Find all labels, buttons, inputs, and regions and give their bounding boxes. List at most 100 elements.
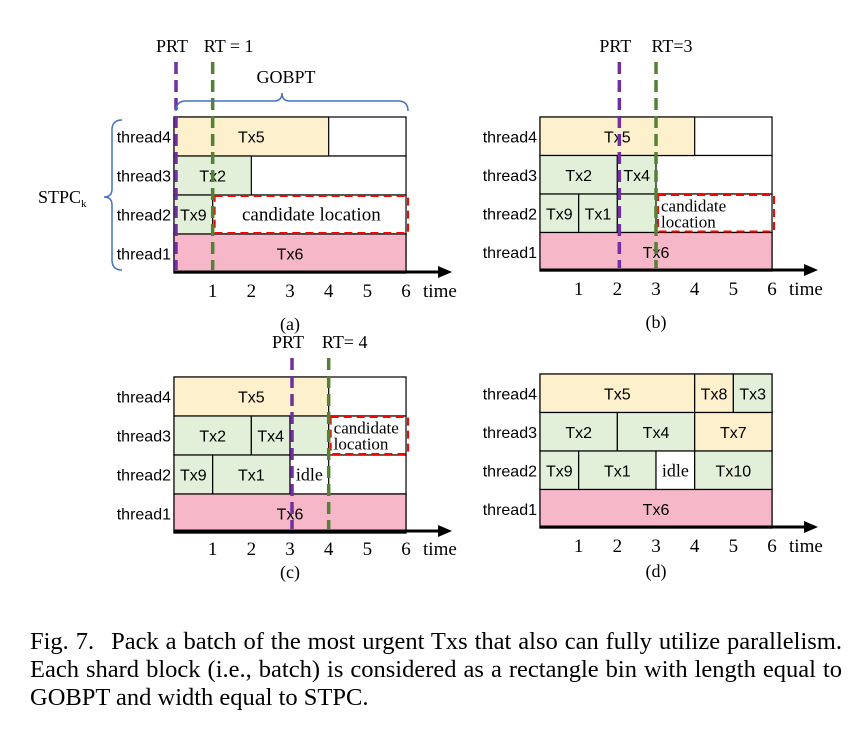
axis-tick-label: 4 bbox=[324, 539, 334, 560]
tx-label: Tx6 bbox=[277, 247, 304, 264]
axis-tick-label: 5 bbox=[729, 279, 739, 300]
idle-block bbox=[289, 454, 330, 495]
tx-block bbox=[289, 415, 330, 456]
axis-title: time bbox=[789, 536, 823, 557]
tx-label: Tx4 bbox=[257, 429, 284, 446]
axis-arrowhead bbox=[804, 264, 819, 276]
candidate-location-box bbox=[213, 195, 410, 234]
axis-tick-label: 4 bbox=[324, 281, 334, 302]
tx-label: Tx5 bbox=[238, 390, 265, 407]
tx-label: Tx1 bbox=[604, 463, 631, 480]
axis-tick-label: 4 bbox=[690, 279, 700, 300]
tx-block bbox=[539, 116, 696, 157]
panel-label: (a) bbox=[280, 314, 300, 335]
thread-label: thread2 bbox=[483, 206, 537, 223]
tx-label: Tx10 bbox=[716, 463, 752, 480]
panel-label: (d) bbox=[646, 561, 667, 582]
tx-label: Tx5 bbox=[238, 130, 265, 147]
candidate-label: location bbox=[661, 212, 716, 231]
idle-label: idle bbox=[296, 465, 323, 485]
tx-label: Tx5 bbox=[604, 386, 631, 403]
candidate-label: candidate bbox=[334, 419, 399, 438]
axis-tick-label: 2 bbox=[247, 539, 257, 560]
tx-block bbox=[539, 373, 696, 414]
axis-tick-label: 1 bbox=[208, 281, 218, 302]
panel-label: (b) bbox=[646, 312, 667, 333]
figure-diagram: thread4 thread3 thread2 thread1 Tx5 Tx2 Tx9 Tx6… bbox=[38, 36, 823, 583]
axis-tick-label: 5 bbox=[363, 281, 373, 302]
tx-block bbox=[173, 493, 407, 534]
thread-label: thread3 bbox=[117, 429, 171, 446]
tx-label: Tx1 bbox=[585, 206, 612, 223]
thread-label: thread1 bbox=[483, 245, 537, 262]
tx-label: Tx2 bbox=[199, 429, 226, 446]
caption-label: Fig. 7. bbox=[30, 628, 95, 655]
gobpt-label: GOBPT bbox=[257, 67, 316, 87]
tx-label: Tx2 bbox=[565, 168, 592, 185]
axis-title: time bbox=[423, 539, 457, 560]
candidate-label: candidate bbox=[661, 196, 726, 215]
axis-tick-label: 3 bbox=[651, 536, 661, 557]
tx-label: Tx4 bbox=[643, 425, 670, 442]
stpc-label: STPCk bbox=[38, 187, 87, 210]
tx-block bbox=[539, 488, 773, 529]
tx-block bbox=[173, 454, 214, 495]
tx-label: Tx6 bbox=[643, 502, 670, 519]
thread-label: thread2 bbox=[483, 463, 537, 480]
tx-label: Tx2 bbox=[565, 425, 592, 442]
axis-tick-label: 6 bbox=[401, 281, 411, 302]
tx-block bbox=[212, 454, 291, 495]
axis-tick-label: 3 bbox=[285, 539, 295, 560]
axis-tick-label: 4 bbox=[690, 536, 700, 557]
axis-tick-label: 2 bbox=[247, 281, 257, 302]
thread-label: thread4 bbox=[117, 390, 171, 407]
axis-tick-label: 3 bbox=[651, 279, 661, 300]
panel-b: thread4 thread3 thread2 thread1 Tx5 Tx2 Tx4 Tx9… bbox=[483, 36, 823, 333]
candidate-location-box bbox=[329, 416, 410, 455]
rt-label: RT=3 bbox=[651, 36, 692, 56]
tx-block bbox=[578, 193, 618, 234]
thread-label: thread3 bbox=[117, 169, 171, 186]
tx-label: Tx4 bbox=[623, 168, 650, 185]
axis-tick-label: 1 bbox=[208, 539, 218, 560]
axis-arrowhead bbox=[804, 521, 819, 533]
axis-title: time bbox=[423, 281, 457, 302]
panel-c: thread4 thread3 thread2 thread1 Tx5 Tx2 Tx4 Tx9… bbox=[117, 332, 457, 583]
axis-tick-label: 6 bbox=[767, 279, 777, 300]
prt-label: PRT bbox=[156, 36, 188, 56]
stpc-brace bbox=[103, 119, 123, 271]
tx-label: Tx1 bbox=[238, 468, 265, 485]
thread-label: thread4 bbox=[117, 130, 171, 147]
tx-block bbox=[173, 415, 252, 456]
panel-d: thread4 thread3 thread2 thread1 Tx5 Tx8 Tx3 Tx2… bbox=[483, 373, 823, 582]
axis-tick-label: 1 bbox=[574, 536, 584, 557]
axis-tick-label: 5 bbox=[729, 536, 739, 557]
thread-label: thread4 bbox=[483, 129, 537, 146]
tx-block bbox=[539, 154, 618, 195]
tx-label: Tx9 bbox=[546, 206, 573, 223]
prt-label: PRT bbox=[272, 332, 304, 352]
axis-tick-label: 2 bbox=[613, 536, 623, 557]
rt-label: RT = 1 bbox=[204, 36, 254, 56]
tx-block bbox=[616, 154, 657, 195]
panel-a: thread4thread3thread2thread1Tx5Tx2Tx9Tx6… bbox=[38, 36, 457, 335]
axis-tick-label: 3 bbox=[285, 281, 295, 302]
prt-label: PRT bbox=[599, 36, 631, 56]
tx-label: Tx5 bbox=[604, 129, 631, 146]
axis-tick-label: 6 bbox=[767, 536, 777, 557]
tx-label: Tx8 bbox=[701, 386, 728, 403]
thread-label: thread1 bbox=[483, 502, 537, 519]
thread-label: thread2 bbox=[117, 468, 171, 485]
tx-block bbox=[616, 193, 657, 234]
axis-tick-label: 1 bbox=[574, 279, 584, 300]
axis-tick-label: 5 bbox=[363, 539, 373, 560]
tx-block bbox=[173, 194, 214, 235]
tx-label: Tx3 bbox=[739, 386, 766, 403]
candidate-label: location bbox=[334, 435, 389, 454]
thread-label: thread3 bbox=[483, 425, 537, 442]
tx-block bbox=[732, 373, 773, 414]
tx-label: Tx9 bbox=[180, 208, 207, 225]
thread-label: thread3 bbox=[483, 168, 537, 185]
tx-label: Tx9 bbox=[546, 463, 573, 480]
gobpt-brace bbox=[175, 92, 409, 112]
